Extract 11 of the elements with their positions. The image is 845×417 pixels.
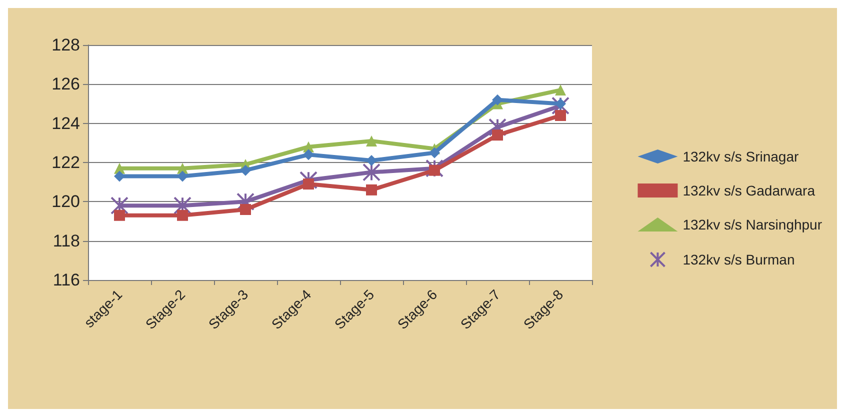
y-tick-label: 122 <box>52 153 80 172</box>
legend-label: 132kv s/s Narsinghpur <box>682 216 822 232</box>
legend-label: 132kv s/s Burman <box>682 252 795 268</box>
y-tick-label: 118 <box>52 231 80 250</box>
y-tick-label: 126 <box>52 74 80 94</box>
y-tick-label: 128 <box>52 36 80 54</box>
y-tick-label: 124 <box>52 114 80 133</box>
legend-label: 132kv s/s Srinagar <box>682 148 799 164</box>
y-tick-label: 120 <box>52 192 80 212</box>
y-tick-label: 116 <box>52 270 80 290</box>
legend-label: 132kv s/s Gadarwara <box>682 182 816 198</box>
